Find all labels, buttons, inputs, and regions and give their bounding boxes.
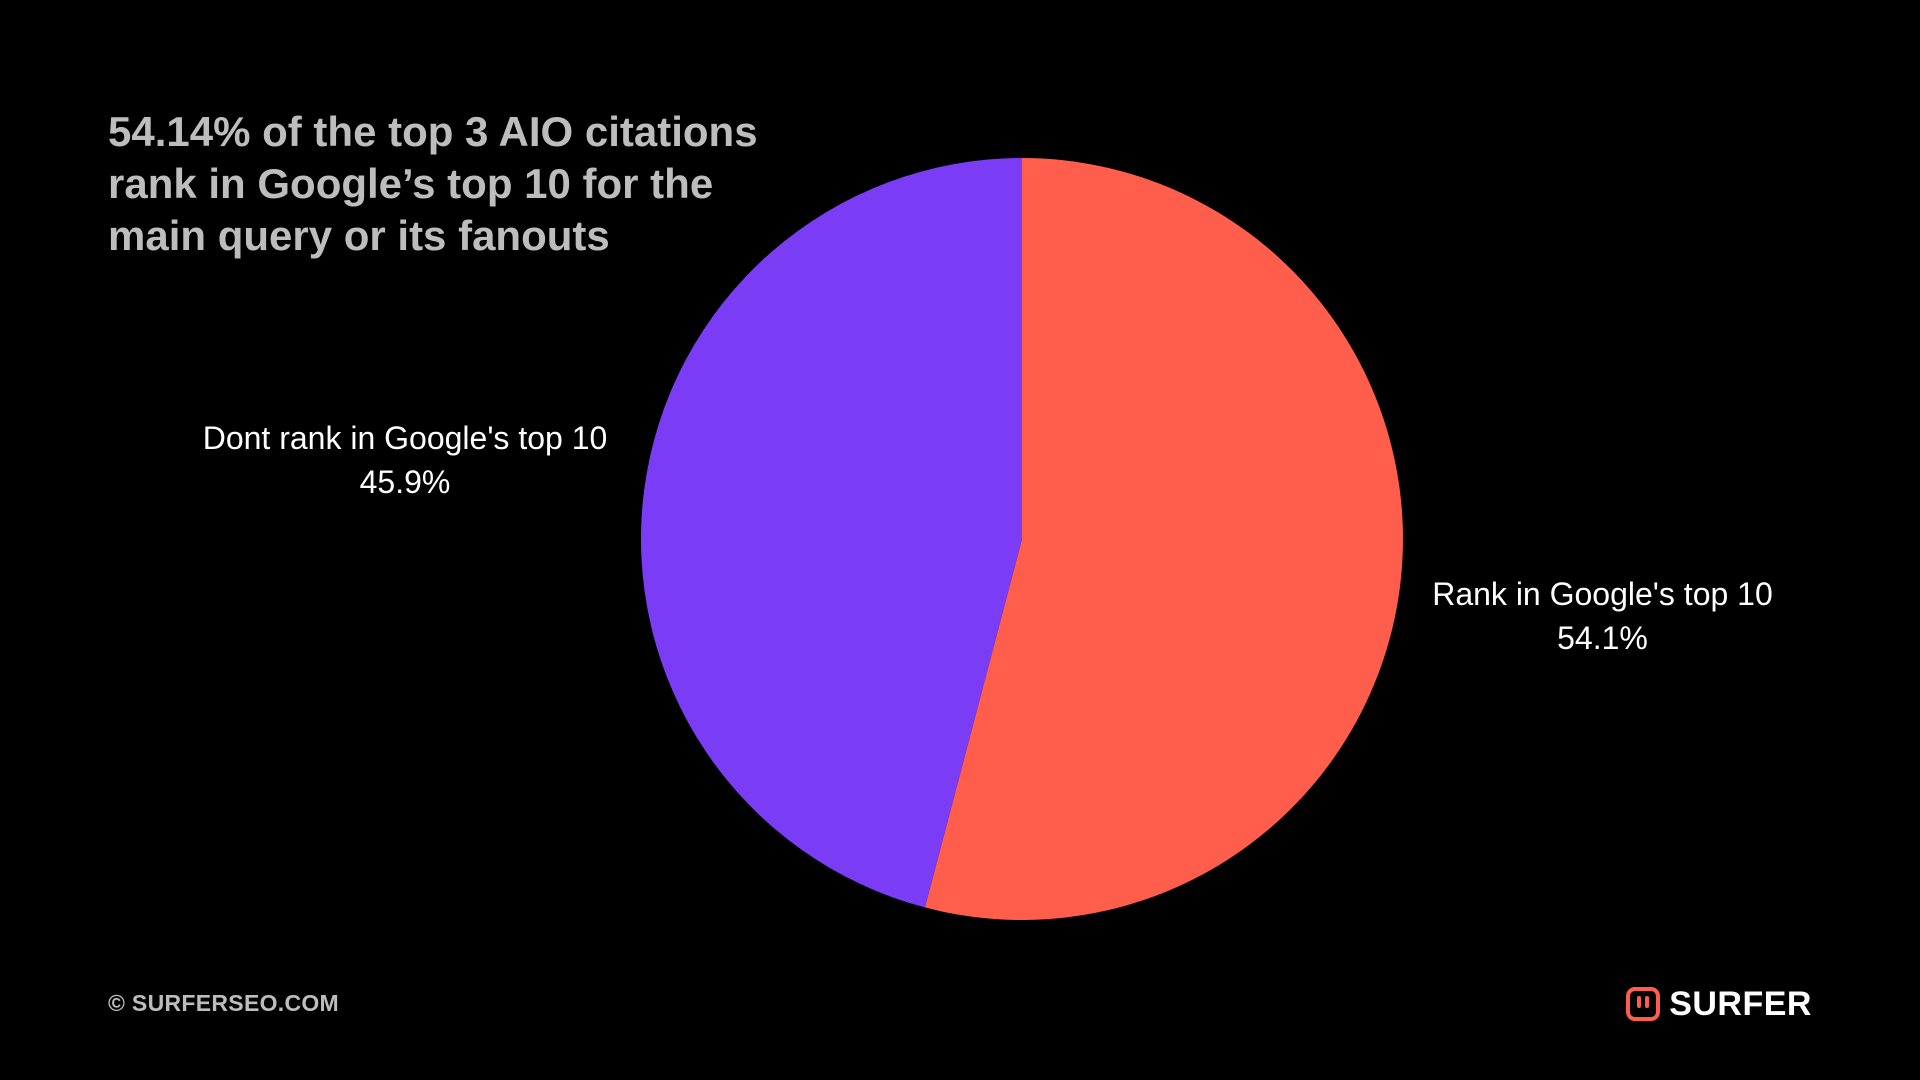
slice-label-dont-rank-name: Dont rank in Google's top 10 bbox=[202, 420, 608, 456]
slice-label-rank-value: 54.1% bbox=[1557, 620, 1648, 656]
pie-slices bbox=[640, 157, 1403, 920]
slice-label-rank: Rank in Google's top 10 54.1% bbox=[1400, 572, 1805, 660]
slice-label-dont-rank: Dont rank in Google's top 10 45.9% bbox=[160, 416, 650, 504]
pie-slice-dont-rank bbox=[640, 157, 1022, 908]
slice-label-rank-name: Rank in Google's top 10 bbox=[1432, 576, 1773, 612]
pie-slice-rank bbox=[924, 158, 1403, 920]
surfer-brand: SURFER bbox=[1625, 982, 1812, 1026]
slice-label-dont-rank-value: 45.9% bbox=[359, 464, 451, 500]
chart-title: 54.14% of the top 3 AIO citations rank i… bbox=[108, 106, 868, 262]
chart-title-line-1: 54.14% of the top 3 AIO citations bbox=[108, 108, 758, 155]
footer-copyright: © SURFERSEO.COM bbox=[108, 990, 340, 1016]
chart-title-line-3: main query or its fanouts bbox=[108, 212, 610, 259]
surfer-logo-icon bbox=[1626, 987, 1661, 1021]
chart-title-line-2: rank in Google’s top 10 for the bbox=[108, 160, 714, 207]
brand-name: SURFER bbox=[1669, 984, 1812, 1023]
